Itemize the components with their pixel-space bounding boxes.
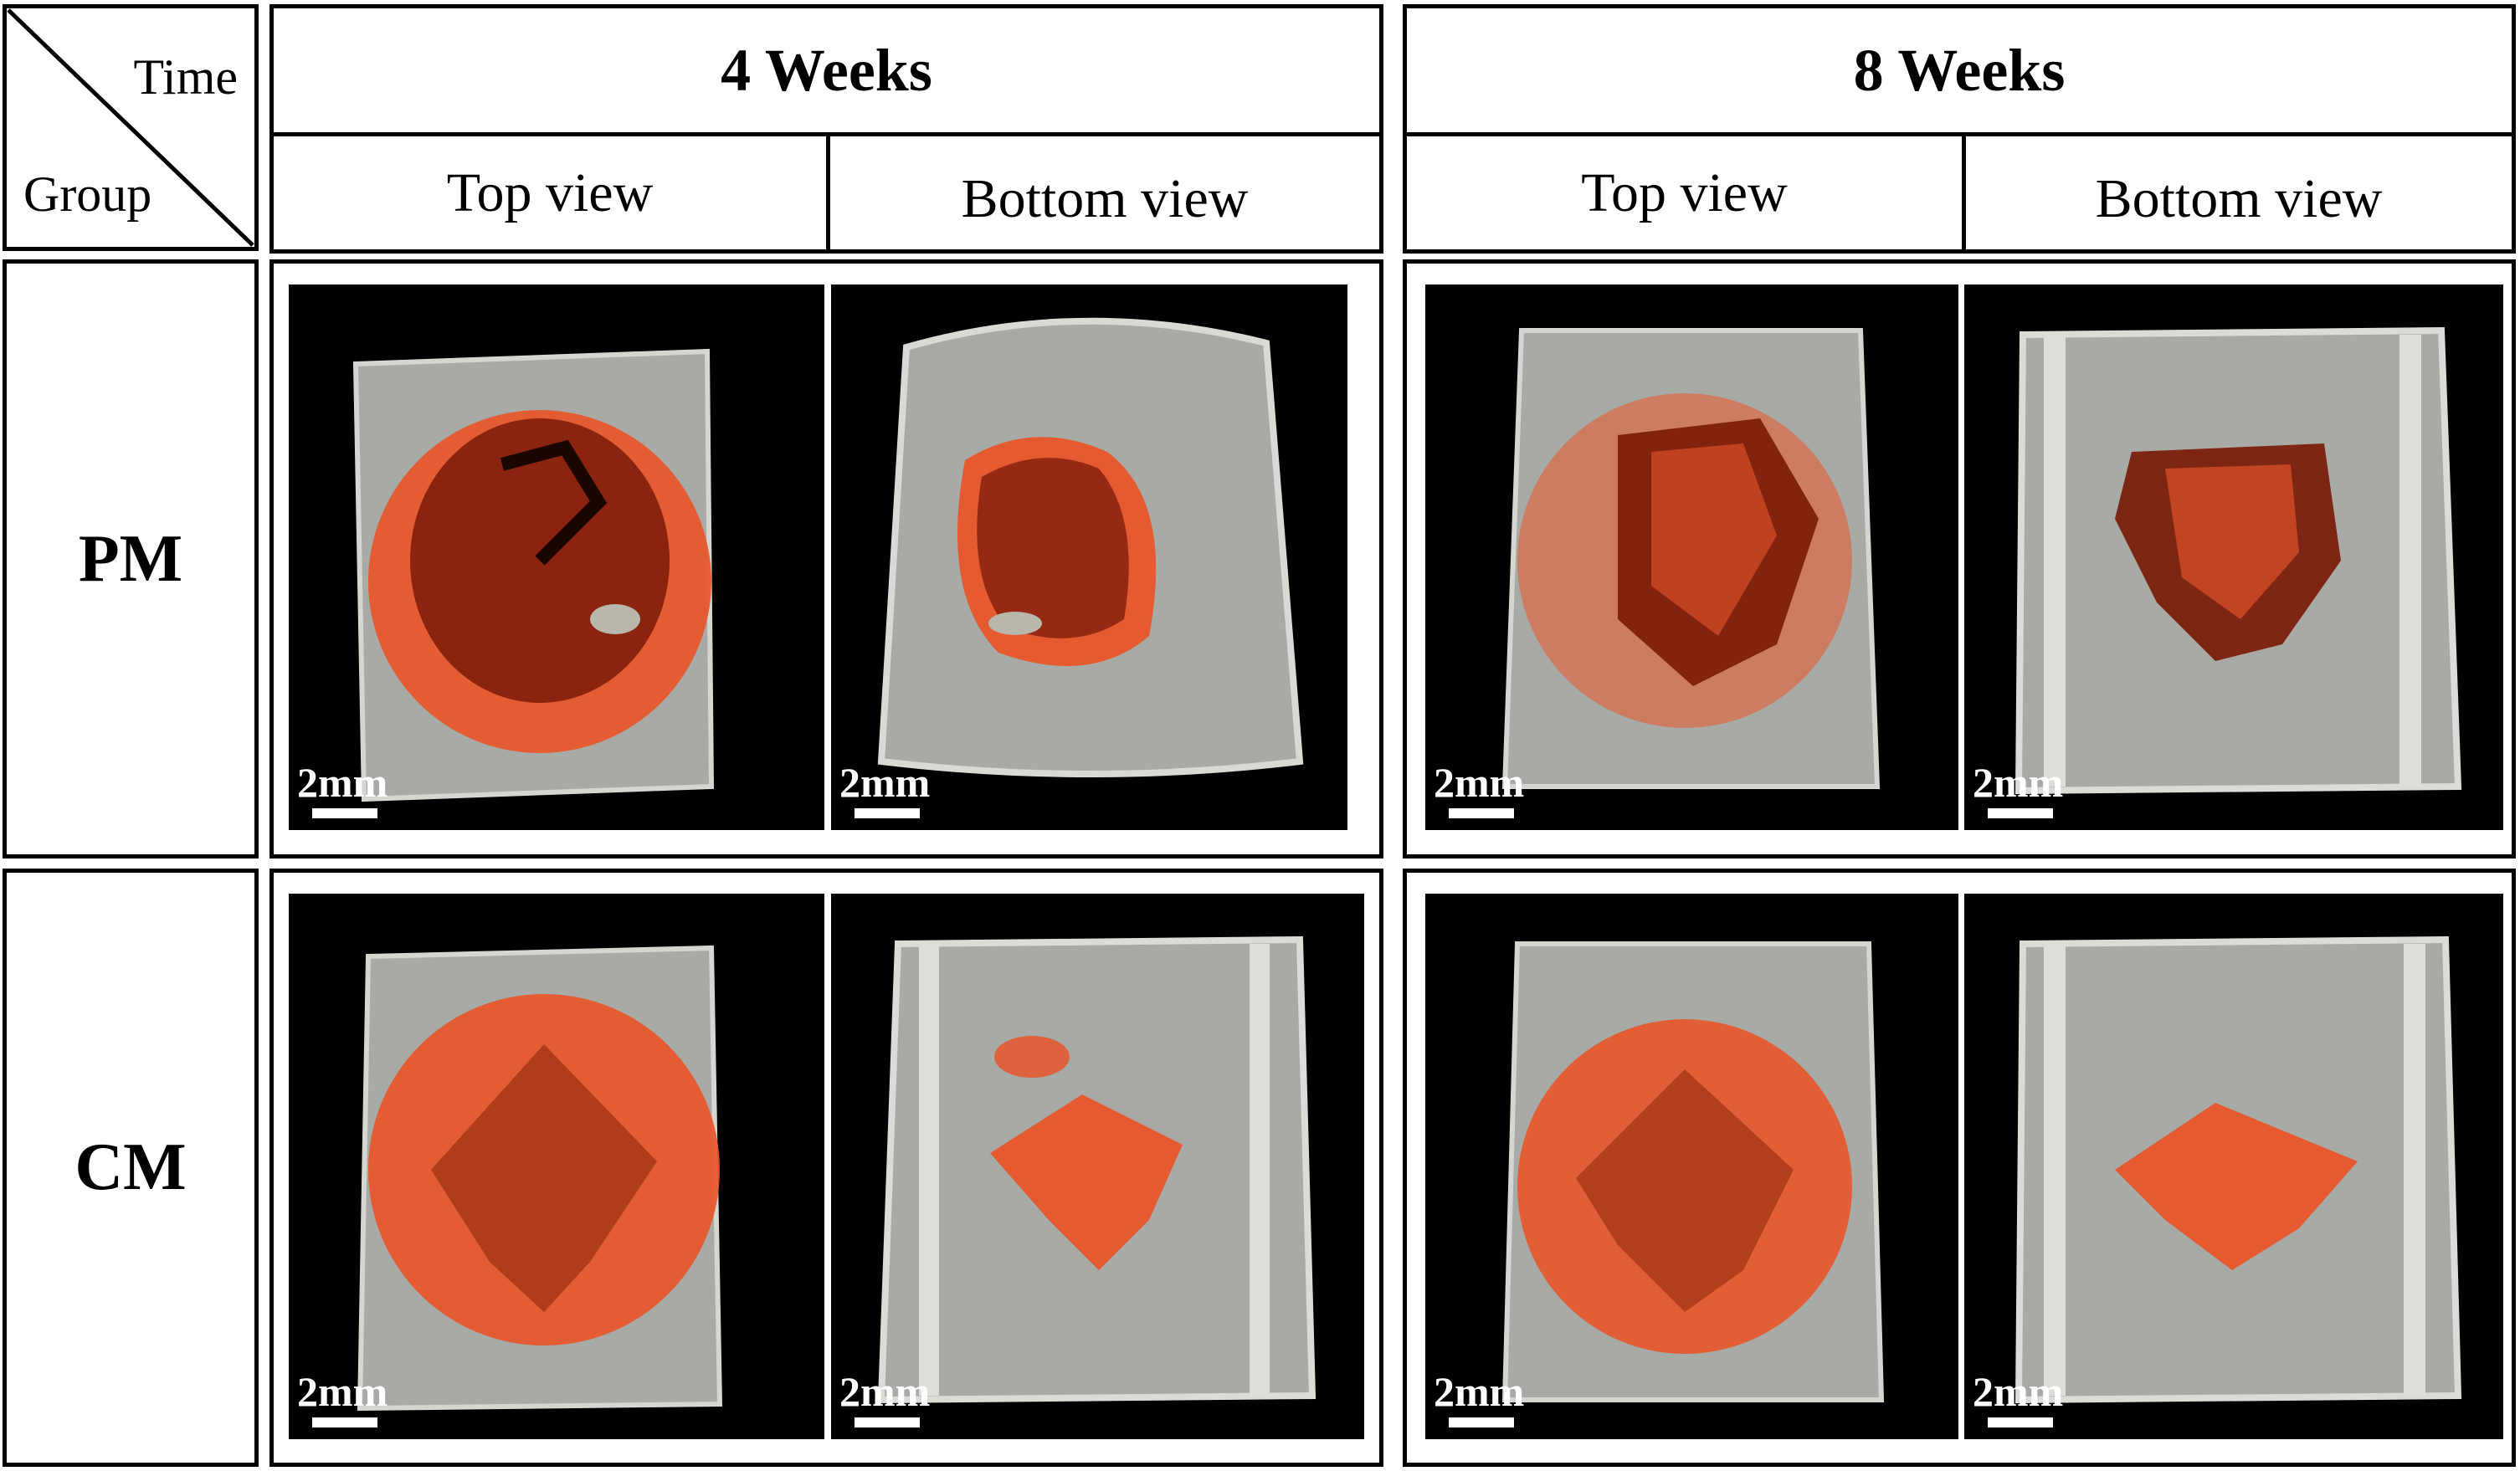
microct-cm-4w-top: 2mm — [289, 894, 824, 1439]
scale-bar: 2mm — [1973, 1371, 2063, 1427]
scale-bar: 2mm — [1973, 761, 2063, 818]
scale-bar-label: 2mm — [297, 1368, 388, 1415]
view-label-4w-bottom: Bottom view — [961, 167, 1249, 229]
scale-bar-line — [1449, 808, 1514, 818]
scale-bar-line — [855, 1417, 920, 1427]
corner-time-label: Time — [133, 49, 238, 105]
scale-bar: 2mm — [839, 761, 930, 818]
week-title-4: 4 Weeks — [721, 36, 932, 104]
scale-bar-label: 2mm — [1434, 1368, 1525, 1415]
header-divider — [1407, 132, 2512, 136]
view-divider — [826, 136, 830, 249]
scale-bar-line — [1988, 1417, 2053, 1427]
view-divider — [1962, 136, 1966, 249]
microct-cm-8w-top: 2mm — [1425, 894, 1958, 1439]
scale-bar-line — [855, 808, 920, 818]
scale-bar-label: 2mm — [1973, 1368, 2064, 1415]
header-8-weeks: 8 Weeks Top view Bottom view — [1403, 4, 2516, 254]
microct-pm-8w-bottom: 2mm — [1964, 284, 2503, 830]
microct-pm-4w-bottom: 2mm — [831, 284, 1347, 830]
group-label-pm: PM — [3, 259, 259, 859]
microct-pm-4w-top: 2mm — [289, 284, 824, 830]
scale-bar: 2mm — [1434, 761, 1524, 818]
diagonal-line — [7, 8, 254, 247]
microct-cm-4w-bottom: 2mm — [831, 894, 1364, 1439]
scale-bar-line — [1988, 808, 2053, 818]
view-label-4w-top: Top view — [446, 161, 654, 223]
corner-group-label: Group — [23, 167, 152, 222]
scale-bar-line — [1449, 1417, 1514, 1427]
view-label-8w-top: Top view — [1581, 161, 1788, 223]
scale-bar-label: 2mm — [1973, 759, 2064, 806]
microct-pm-8w-top: 2mm — [1425, 284, 1958, 830]
microct-cm-8w-bottom: 2mm — [1964, 894, 2503, 1439]
corner-header-cell: Time Group — [3, 4, 259, 251]
scale-bar: 2mm — [297, 1371, 387, 1427]
header-4-weeks: 4 Weeks Top view Bottom view — [269, 4, 1383, 254]
week-title-8: 8 Weeks — [1853, 36, 2066, 104]
scale-bar-label: 2mm — [839, 759, 931, 806]
view-label-8w-bottom: Bottom view — [2095, 167, 2383, 229]
scale-bar-label: 2mm — [297, 759, 388, 806]
scale-bar-label: 2mm — [1434, 759, 1525, 806]
scale-bar-line — [312, 808, 377, 818]
scale-bar: 2mm — [1434, 1371, 1524, 1427]
scale-bar-label: 2mm — [839, 1368, 931, 1415]
group-label-cm: CM — [3, 869, 259, 1467]
scale-bar-line — [312, 1417, 377, 1427]
scale-bar: 2mm — [297, 761, 387, 818]
header-divider — [274, 132, 1379, 136]
scale-bar: 2mm — [839, 1371, 930, 1427]
